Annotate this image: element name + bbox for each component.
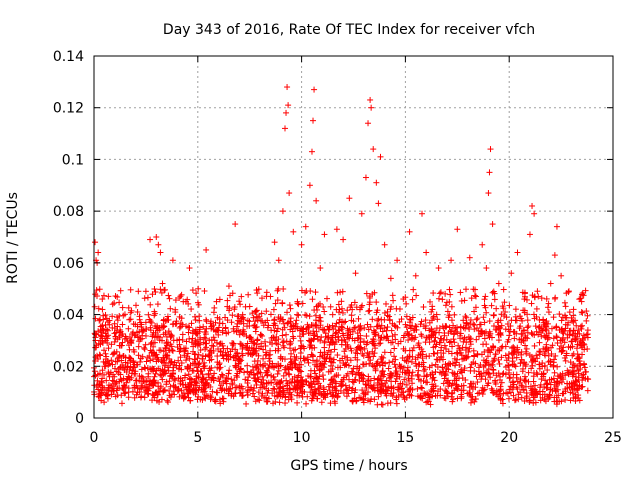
data-point bbox=[91, 368, 98, 375]
data-point bbox=[498, 344, 505, 351]
data-point bbox=[164, 313, 171, 320]
data-point bbox=[391, 345, 398, 352]
data-point bbox=[333, 320, 340, 327]
data-point bbox=[273, 340, 280, 347]
data-point bbox=[183, 357, 190, 364]
data-point bbox=[490, 358, 497, 365]
data-point bbox=[282, 400, 289, 407]
data-point bbox=[271, 376, 278, 383]
chart-title: Day 343 of 2016, Rate Of TEC Index for r… bbox=[163, 22, 535, 38]
data-point bbox=[123, 379, 130, 386]
data-point bbox=[432, 361, 439, 368]
data-point bbox=[524, 317, 531, 324]
data-point bbox=[119, 339, 126, 346]
data-point bbox=[410, 344, 417, 351]
data-point bbox=[479, 391, 486, 398]
points-layer bbox=[91, 84, 592, 408]
data-point bbox=[401, 376, 408, 383]
data-point bbox=[283, 331, 290, 338]
data-point bbox=[495, 337, 502, 344]
data-point bbox=[531, 342, 538, 349]
data-point bbox=[229, 312, 236, 319]
data-point bbox=[151, 373, 158, 380]
data-point bbox=[250, 314, 257, 321]
data-point bbox=[522, 342, 529, 349]
data-point bbox=[135, 352, 142, 359]
data-point bbox=[256, 397, 263, 404]
data-point bbox=[329, 311, 336, 318]
data-point bbox=[109, 361, 116, 368]
grid-layer bbox=[94, 56, 613, 418]
data-point bbox=[361, 324, 368, 331]
data-point bbox=[251, 385, 258, 392]
data-point bbox=[139, 374, 146, 381]
data-point bbox=[172, 377, 179, 384]
data-point bbox=[293, 353, 300, 360]
data-point bbox=[334, 352, 341, 359]
data-point bbox=[216, 378, 223, 385]
data-point bbox=[525, 369, 532, 376]
data-point bbox=[567, 359, 574, 366]
data-point bbox=[583, 317, 590, 324]
data-point bbox=[150, 356, 157, 363]
data-point bbox=[460, 317, 467, 324]
data-point bbox=[200, 323, 207, 330]
data-point bbox=[290, 335, 297, 342]
data-point bbox=[434, 349, 441, 356]
data-point bbox=[351, 325, 358, 332]
data-point bbox=[510, 392, 517, 399]
data-point bbox=[101, 399, 108, 406]
data-point bbox=[386, 375, 393, 382]
data-point bbox=[412, 356, 419, 363]
